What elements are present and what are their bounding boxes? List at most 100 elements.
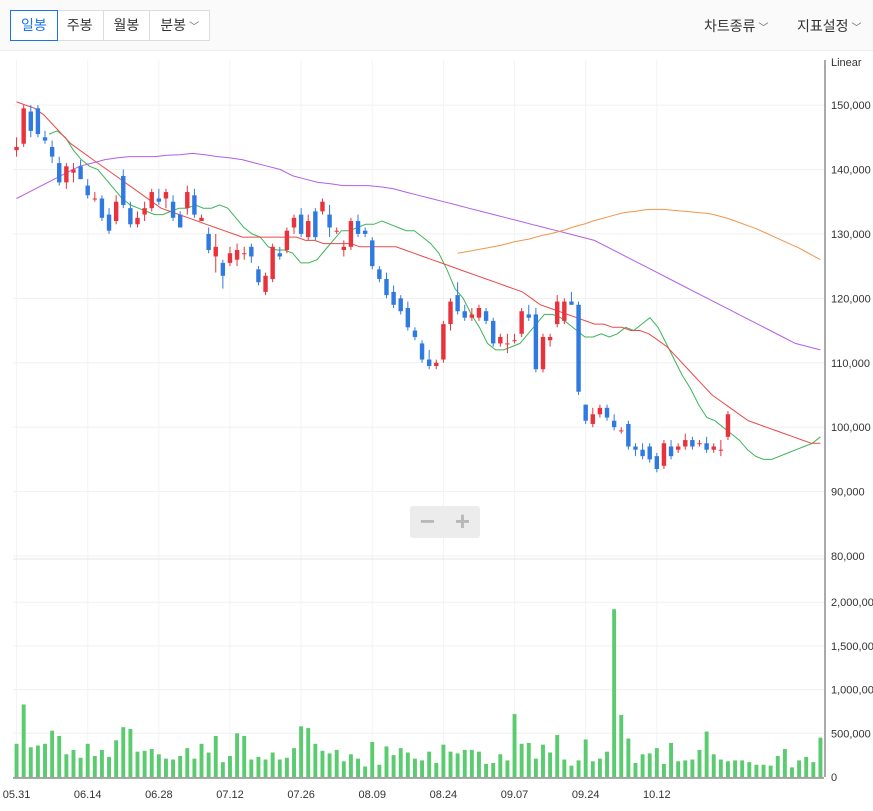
candle-down xyxy=(533,314,539,370)
candle-down xyxy=(398,298,403,312)
volume-bar xyxy=(647,753,652,777)
candle-down xyxy=(412,330,418,337)
price-tick-label: 150,000 xyxy=(831,100,871,112)
candle-down xyxy=(405,308,411,328)
candle-up xyxy=(199,217,204,222)
volume-bar xyxy=(420,760,425,777)
volume-bar xyxy=(370,742,375,777)
candle-down xyxy=(170,201,176,218)
volume-bar xyxy=(491,763,496,777)
candle-down xyxy=(78,166,83,180)
volume-bar xyxy=(114,740,119,777)
candle-up xyxy=(683,440,688,447)
candle-up xyxy=(270,246,275,280)
date-tick-label: 07.26 xyxy=(287,789,315,801)
period-weekly-button[interactable]: 주봉 xyxy=(57,11,104,40)
volume-bar xyxy=(57,735,62,777)
candle-down xyxy=(256,269,261,283)
volume-bar xyxy=(427,751,432,777)
candle-down xyxy=(611,420,617,428)
volume-bar xyxy=(71,749,76,777)
volume-bar xyxy=(583,739,588,777)
volume-bar xyxy=(299,726,304,777)
volume-bar xyxy=(711,754,716,777)
candle-up xyxy=(590,414,595,424)
candle-down xyxy=(370,240,375,267)
volume-bar xyxy=(327,753,332,777)
volume-bar xyxy=(754,764,759,777)
volume-bar xyxy=(477,751,481,777)
volume-bar xyxy=(284,757,289,777)
candle-up xyxy=(512,340,517,342)
candle-up xyxy=(562,301,567,321)
indicator-settings-dropdown[interactable]: 지표설정 ﹀ xyxy=(797,16,862,36)
candle-down xyxy=(313,211,318,238)
date-tick-label: 06.28 xyxy=(145,789,173,801)
candle-down xyxy=(277,253,282,257)
price-tick-label: 100,000 xyxy=(831,422,871,434)
candle-down xyxy=(355,221,361,234)
date-tick-label: 09.24 xyxy=(572,789,600,801)
volume-bar xyxy=(505,760,510,777)
candle-down xyxy=(640,449,645,457)
price-tick-label: 130,000 xyxy=(831,229,871,241)
volume-bar xyxy=(85,743,90,777)
volume-bar xyxy=(726,761,730,777)
candle-down xyxy=(647,446,652,460)
period-selector: 일봉 주봉 월봉 분봉 ﹀ xyxy=(10,10,211,41)
candle-up xyxy=(697,443,702,445)
volume-bar xyxy=(811,762,816,777)
zoom-in-button[interactable]: + xyxy=(454,506,471,536)
period-daily-button[interactable]: 일봉 xyxy=(10,10,58,41)
volume-bar xyxy=(441,744,446,777)
period-minute-dropdown[interactable]: 분봉 ﹀ xyxy=(150,11,209,40)
volume-bar xyxy=(135,751,140,777)
period-monthly-button[interactable]: 월봉 xyxy=(104,11,151,40)
chevron-down-icon: ﹀ xyxy=(758,23,769,34)
volume-tick-label: 500,000 xyxy=(831,728,871,740)
volume-bar xyxy=(661,763,666,777)
candle-up xyxy=(476,308,482,318)
candle-down xyxy=(626,423,631,447)
candle-up xyxy=(113,201,119,222)
candle-down xyxy=(569,301,574,305)
volume-bar xyxy=(43,743,47,777)
candle-up xyxy=(185,192,190,209)
volume-bar xyxy=(213,735,218,777)
volume-bar xyxy=(569,765,574,777)
candle-up xyxy=(92,198,98,200)
candle-down xyxy=(654,456,660,470)
volume-bar xyxy=(199,743,204,777)
candle-down xyxy=(426,359,432,366)
candle-up xyxy=(142,208,147,215)
volume-bar xyxy=(775,756,780,777)
candle-down xyxy=(28,111,33,131)
candle-up xyxy=(448,301,453,325)
volume-bar xyxy=(412,758,417,777)
volume-bar xyxy=(128,728,133,777)
volume-bar xyxy=(790,767,794,777)
candle-up xyxy=(64,166,69,183)
volume-bar xyxy=(548,752,553,777)
volume-bar xyxy=(804,756,809,777)
date-tick-label: 07.12 xyxy=(216,789,244,801)
volume-bar xyxy=(341,761,346,777)
chevron-down-icon: ﹀ xyxy=(189,22,200,33)
chart-type-dropdown[interactable]: 차트종류 ﹀ xyxy=(704,16,769,36)
candle-up xyxy=(291,217,297,228)
volume-bar xyxy=(50,730,55,777)
price-tick-label: 90,000 xyxy=(831,487,865,499)
volume-bar xyxy=(640,754,645,777)
volume-bar xyxy=(605,751,609,777)
candle-up xyxy=(711,446,716,450)
volume-bar xyxy=(185,748,190,777)
zoom-out-button[interactable]: − xyxy=(419,506,436,536)
volume-bar xyxy=(377,764,382,777)
stock-chart[interactable]: 150,000 140,000 130,000 120,000 110,000 100,0… xyxy=(0,50,873,811)
volume-bar xyxy=(654,748,659,777)
volume-bar xyxy=(363,766,368,777)
date-tick-label: 10.12 xyxy=(643,789,671,801)
chart-grid xyxy=(13,60,824,778)
volume-bar xyxy=(526,742,531,777)
volume-bar xyxy=(512,714,517,777)
